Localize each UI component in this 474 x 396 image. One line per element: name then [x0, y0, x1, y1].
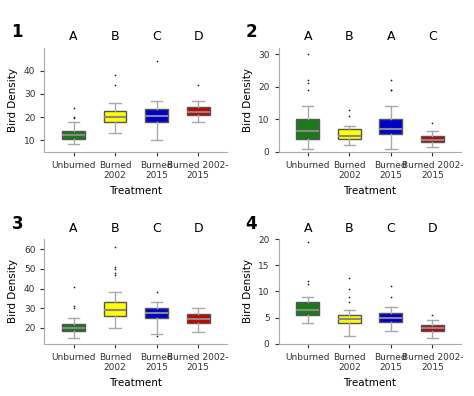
- PathPatch shape: [62, 131, 85, 139]
- PathPatch shape: [338, 129, 361, 139]
- Text: B: B: [111, 222, 119, 235]
- PathPatch shape: [104, 302, 127, 316]
- Text: C: C: [386, 222, 395, 235]
- Text: B: B: [345, 30, 354, 43]
- PathPatch shape: [421, 326, 444, 331]
- Text: C: C: [152, 222, 161, 235]
- Text: A: A: [69, 30, 78, 43]
- Text: B: B: [111, 30, 119, 43]
- Text: 2: 2: [246, 23, 257, 41]
- X-axis label: Treatment: Treatment: [344, 186, 397, 196]
- PathPatch shape: [379, 119, 402, 134]
- Text: A: A: [69, 222, 78, 235]
- Text: A: A: [303, 30, 312, 43]
- Y-axis label: Bird Density: Bird Density: [243, 259, 253, 324]
- X-axis label: Treatment: Treatment: [109, 186, 162, 196]
- X-axis label: Treatment: Treatment: [109, 378, 162, 388]
- Text: B: B: [345, 222, 354, 235]
- Y-axis label: Bird Density: Bird Density: [9, 68, 18, 132]
- Text: D: D: [193, 222, 203, 235]
- Text: D: D: [428, 222, 437, 235]
- PathPatch shape: [187, 107, 210, 115]
- PathPatch shape: [145, 308, 168, 318]
- Text: 3: 3: [11, 215, 23, 233]
- Text: D: D: [193, 30, 203, 43]
- Text: A: A: [387, 30, 395, 43]
- Text: C: C: [428, 30, 437, 43]
- PathPatch shape: [296, 302, 319, 315]
- Text: 1: 1: [11, 23, 23, 41]
- PathPatch shape: [145, 109, 168, 122]
- Text: A: A: [303, 222, 312, 235]
- PathPatch shape: [296, 119, 319, 139]
- Y-axis label: Bird Density: Bird Density: [243, 68, 253, 132]
- PathPatch shape: [62, 324, 85, 331]
- PathPatch shape: [338, 315, 361, 323]
- Text: 4: 4: [246, 215, 257, 233]
- X-axis label: Treatment: Treatment: [344, 378, 397, 388]
- PathPatch shape: [104, 111, 127, 122]
- Text: C: C: [152, 30, 161, 43]
- PathPatch shape: [379, 313, 402, 322]
- PathPatch shape: [421, 135, 444, 142]
- PathPatch shape: [187, 314, 210, 323]
- Y-axis label: Bird Density: Bird Density: [9, 259, 18, 324]
